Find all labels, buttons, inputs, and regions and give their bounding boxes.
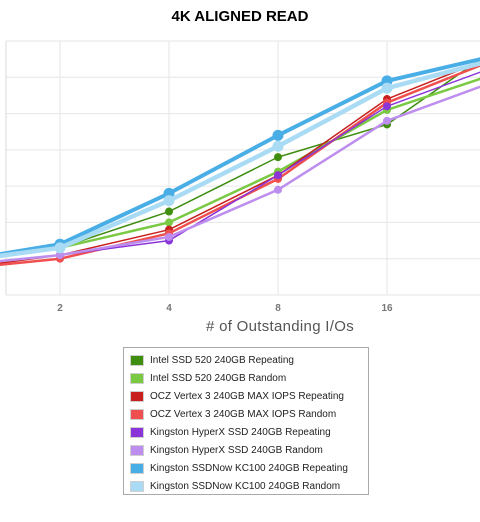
data-point[interactable] <box>56 251 64 260</box>
legend-item[interactable]: Kingston HyperX SSD 240GB Random <box>130 441 368 459</box>
x-tick-label: 4 <box>166 303 172 314</box>
series-line <box>0 77 480 258</box>
legend-swatch <box>130 390 144 402</box>
data-point[interactable] <box>272 129 284 141</box>
legend-item[interactable]: Intel SSD 520 240GB Random <box>130 369 368 387</box>
data-point[interactable] <box>274 185 282 194</box>
legend-swatch <box>130 408 144 420</box>
legend-label: OCZ Vertex 3 240GB MAX IOPS Repeating <box>150 390 344 402</box>
legend-item[interactable]: OCZ Vertex 3 240GB MAX IOPS Repeating <box>130 387 368 405</box>
series-line <box>0 85 480 263</box>
data-point[interactable] <box>163 195 175 207</box>
x-tick-label: 8 <box>275 303 281 314</box>
legend-swatch <box>130 462 144 474</box>
series-line <box>0 64 480 266</box>
series-line <box>0 57 480 257</box>
series-6 <box>0 85 480 263</box>
legend: Intel SSD 520 240GB Repeating Intel SSD 5… <box>123 347 369 495</box>
legend-swatch <box>130 444 144 456</box>
series-8 <box>0 61 480 259</box>
series-line <box>0 61 480 259</box>
data-point[interactable] <box>165 207 173 216</box>
legend-label: Kingston SSDNow KC100 240GB Repeating <box>150 462 348 474</box>
data-point[interactable] <box>272 140 284 152</box>
legend-label: Kingston HyperX SSD 240GB Random <box>150 444 323 456</box>
x-tick-label: 2 <box>57 303 63 314</box>
legend-label: Intel SSD 520 240GB Repeating <box>150 354 294 366</box>
data-point[interactable] <box>165 232 173 241</box>
legend-item[interactable]: Kingston SSDNow KC100 240GB Random <box>130 477 368 495</box>
legend-label: Kingston SSDNow KC100 240GB Random <box>150 480 341 492</box>
line-chart: 2 4 8 16 <box>0 40 480 314</box>
data-point[interactable] <box>274 171 282 180</box>
legend-label: Intel SSD 520 240GB Random <box>150 372 287 384</box>
legend-label: OCZ Vertex 3 240GB MAX IOPS Random <box>150 408 337 420</box>
data-point[interactable] <box>381 82 393 94</box>
grid <box>5 40 480 296</box>
legend-item[interactable]: Kingston SSDNow KC100 240GB Repeating <box>130 459 368 477</box>
x-axis-ticks: 2 4 8 16 <box>57 303 393 314</box>
legend-swatch <box>130 372 144 384</box>
legend-label: Kingston HyperX SSD 240GB Repeating <box>150 426 331 438</box>
data-point[interactable] <box>383 102 391 111</box>
legend-item[interactable]: Intel SSD 520 240GB Repeating <box>130 351 368 369</box>
chart-title: 4K ALIGNED READ <box>171 8 309 25</box>
legend-swatch <box>130 480 144 492</box>
data-point[interactable] <box>383 116 391 125</box>
legend-swatch <box>130 354 144 366</box>
legend-item[interactable]: OCZ Vertex 3 240GB MAX IOPS Random <box>130 405 368 423</box>
legend-item[interactable]: Kingston HyperX SSD 240GB Repeating <box>130 423 368 441</box>
data-point[interactable] <box>165 218 173 227</box>
data-point[interactable] <box>54 242 66 254</box>
x-tick-label: 16 <box>381 303 393 314</box>
x-axis-label: # of Outstanding I/Os <box>205 318 355 335</box>
data-point[interactable] <box>274 153 282 162</box>
series-lines <box>0 57 480 266</box>
legend-swatch <box>130 426 144 438</box>
